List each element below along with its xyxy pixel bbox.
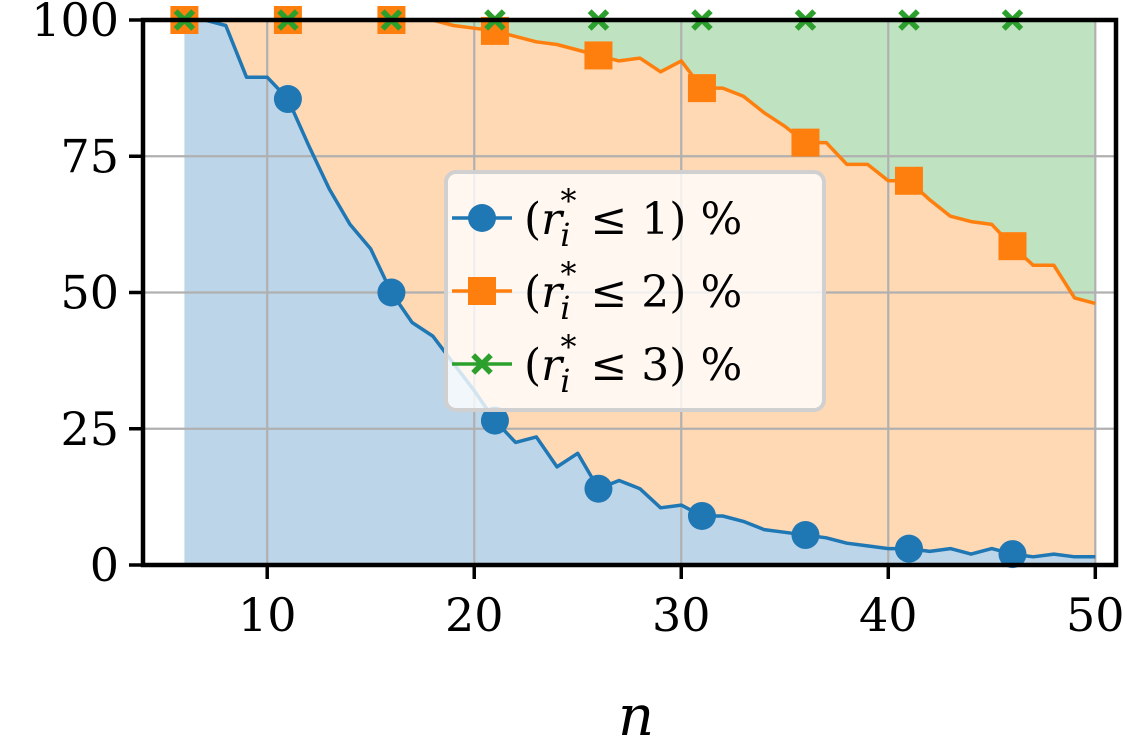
x-axis-label: n [618, 684, 654, 744]
marker-series-2 [998, 232, 1027, 261]
legend-marker-2 [468, 277, 496, 305]
legend-marker-1 [468, 204, 496, 232]
legend-marker-3 [471, 353, 493, 375]
marker-series-1 [791, 521, 820, 550]
legend-label-3: (ri* ≤ 3) % [524, 328, 742, 400]
y-tick-label: 0 [90, 538, 119, 592]
y-tick-label: 100 [31, 0, 119, 47]
marker-series-2 [894, 166, 923, 195]
legend-box [444, 170, 826, 412]
legend-label-1: (ri* ≤ 1) % [524, 182, 742, 254]
y-tick-label: 25 [60, 402, 119, 456]
legend-label-2: (ri* ≤ 2) % [524, 255, 742, 327]
y-tick-label: 50 [60, 266, 119, 320]
axis-ticks: 10 20 30 40 50 0 25 50 75 100 [31, 0, 1124, 642]
marker-series-1 [584, 474, 613, 503]
x-tick-label: 30 [652, 588, 711, 642]
x-tick-label: 20 [445, 588, 504, 642]
x-tick-label: 50 [1066, 588, 1125, 642]
marker-series-1 [480, 406, 509, 435]
marker-series-2 [791, 128, 820, 157]
x-tick-label: 40 [859, 588, 918, 642]
marker-series-1 [894, 534, 923, 563]
marker-series-1 [687, 501, 716, 530]
marker-series-1 [273, 85, 302, 114]
marker-series-2 [687, 74, 716, 103]
marker-series-2 [584, 41, 613, 70]
series-line-1 [184, 18, 1096, 559]
y-tick-label: 75 [60, 129, 119, 183]
marker-series-1 [377, 278, 406, 307]
legend: (ri* ≤ 1) %(ri* ≤ 2) %(ri* ≤ 3) % [444, 170, 826, 412]
x-tick-label: 10 [238, 588, 297, 642]
marker-series-1 [998, 540, 1027, 569]
area-fill-3 [184, 20, 1096, 304]
